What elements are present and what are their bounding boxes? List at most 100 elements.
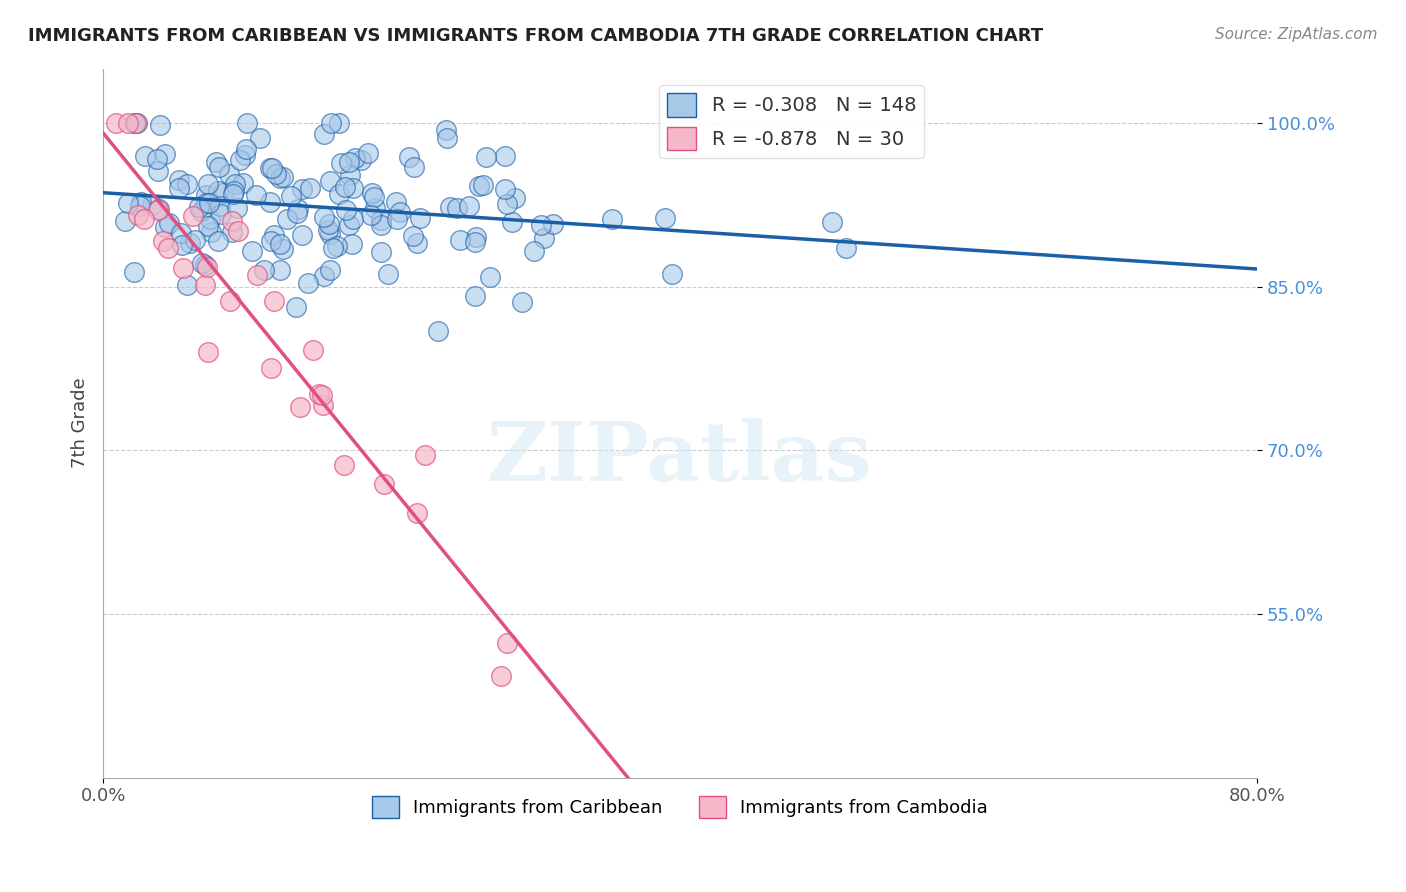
Text: Source: ZipAtlas.com: Source: ZipAtlas.com <box>1215 27 1378 42</box>
Point <box>190 203 212 218</box>
Point <box>269 262 291 277</box>
Point <box>529 218 551 232</box>
Point <box>308 387 330 401</box>
Point <box>131 194 153 209</box>
Point <box>373 476 395 491</box>
Point <box>291 182 314 196</box>
Point <box>319 116 342 130</box>
Point <box>478 270 501 285</box>
Point <box>311 387 333 401</box>
Point <box>170 227 193 241</box>
Point <box>117 116 139 130</box>
Point <box>117 196 139 211</box>
Point <box>446 201 468 215</box>
Point <box>319 262 342 277</box>
Point <box>287 206 309 220</box>
Point <box>114 214 136 228</box>
Point <box>335 202 357 217</box>
Point <box>222 185 245 199</box>
Point <box>501 215 523 229</box>
Point <box>132 212 155 227</box>
Point <box>370 218 392 232</box>
Point <box>298 181 321 195</box>
Point <box>388 205 411 219</box>
Point <box>533 231 555 245</box>
Point <box>340 237 363 252</box>
Point <box>339 169 361 183</box>
Point <box>385 212 408 227</box>
Point <box>350 153 373 167</box>
Point <box>471 178 494 192</box>
Point <box>263 293 285 308</box>
Point <box>104 116 127 130</box>
Point <box>474 150 496 164</box>
Point <box>409 211 432 225</box>
Point <box>124 116 146 130</box>
Point <box>148 202 170 216</box>
Point <box>406 235 429 250</box>
Point <box>297 276 319 290</box>
Point <box>153 147 176 161</box>
Point <box>181 209 204 223</box>
Point <box>176 277 198 292</box>
Point <box>263 228 285 243</box>
Point <box>219 293 242 308</box>
Point <box>821 215 844 229</box>
Point <box>264 167 287 181</box>
Point <box>221 225 243 239</box>
Point <box>209 206 232 220</box>
Point <box>404 160 426 174</box>
Point <box>464 235 486 250</box>
Point <box>198 196 221 211</box>
Point <box>273 169 295 184</box>
Y-axis label: 7th Grade: 7th Grade <box>72 377 89 468</box>
Point <box>209 199 232 213</box>
Point <box>276 212 298 227</box>
Point <box>125 116 148 130</box>
Point <box>427 324 450 338</box>
Point <box>370 212 392 227</box>
Point <box>337 154 360 169</box>
Point <box>602 211 624 226</box>
Point <box>319 174 342 188</box>
Point <box>434 123 457 137</box>
Point <box>337 218 360 232</box>
Point <box>328 116 350 130</box>
Point <box>246 268 269 282</box>
Point <box>464 289 486 303</box>
Point <box>384 194 406 209</box>
Point <box>260 361 283 376</box>
Point <box>398 149 420 163</box>
Point <box>377 268 399 282</box>
Point <box>146 202 169 217</box>
Point <box>240 244 263 258</box>
Point <box>344 151 367 165</box>
Point <box>176 177 198 191</box>
Point <box>197 177 219 191</box>
Point <box>221 214 243 228</box>
Point <box>235 142 257 156</box>
Point <box>253 262 276 277</box>
Point <box>205 155 228 169</box>
Point <box>834 241 856 255</box>
Point <box>197 260 219 274</box>
Point <box>233 147 256 161</box>
Point <box>413 448 436 462</box>
Point <box>291 228 314 243</box>
Point <box>226 224 249 238</box>
Point <box>280 189 302 203</box>
Point <box>494 149 516 163</box>
Point <box>124 116 146 130</box>
Point <box>364 202 387 216</box>
Point <box>125 116 148 130</box>
Point <box>370 245 392 260</box>
Point <box>318 223 340 237</box>
Point <box>145 152 167 166</box>
Point <box>146 164 169 178</box>
Point <box>318 217 340 231</box>
Point <box>218 168 240 182</box>
Point <box>157 216 180 230</box>
Point <box>333 458 356 472</box>
Point <box>259 161 281 175</box>
Point <box>356 145 378 160</box>
